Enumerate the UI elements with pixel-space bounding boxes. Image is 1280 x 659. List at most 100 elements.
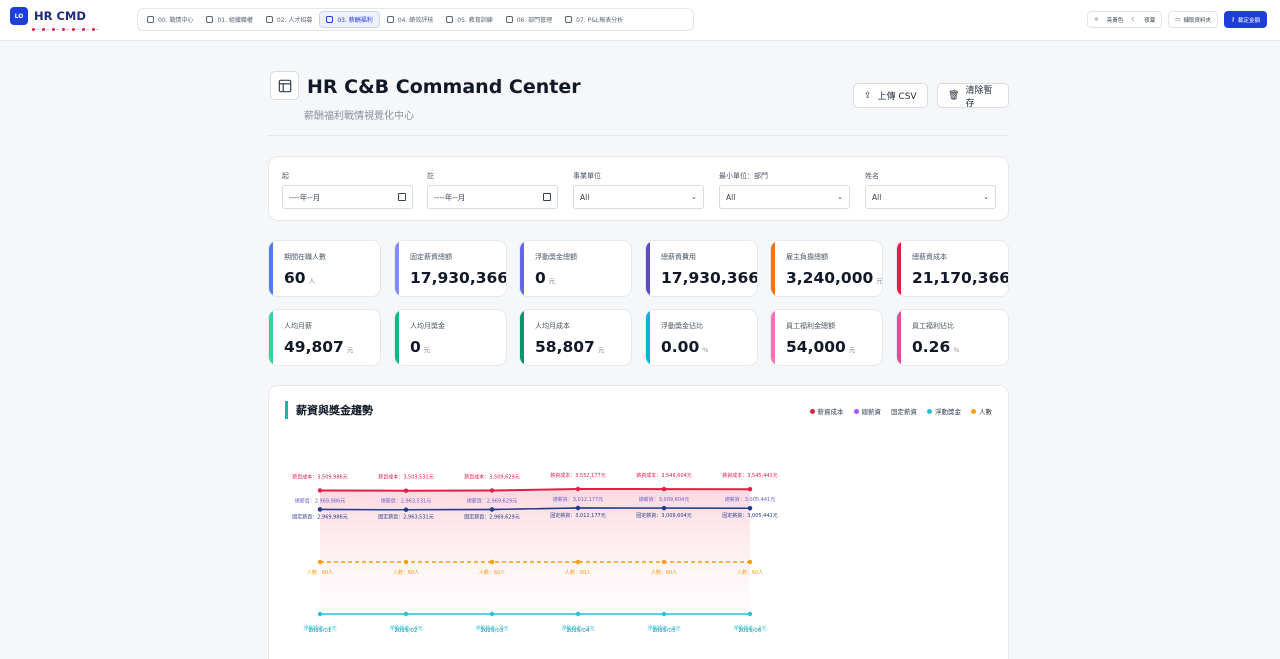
data-point[interactable] [747, 611, 753, 617]
x-tick-label: 2025/06 [739, 628, 762, 634]
data-point[interactable] [575, 505, 581, 511]
upload-csv-label: 上傳 CSV [877, 92, 917, 102]
legend-item[interactable]: 薪資成本 [809, 406, 844, 416]
trend-chart: 薪資成本：3,509,986元 薪資成本：3,503,531元 薪資成本：3,509… [292, 472, 777, 634]
legend-item[interactable]: 固定薪資 [891, 406, 917, 416]
sun-icon: ☼ [1093, 16, 1099, 23]
data-point[interactable] [575, 611, 581, 617]
tab-label: 06. 部門管理 [516, 17, 553, 24]
data-point[interactable] [489, 611, 495, 617]
select-dropdown[interactable]: All ⌄ [865, 185, 996, 209]
trend-chart-card: 薪資成本：3,509,986元 薪資成本：3,503,531元 薪資成本：3,509… [268, 385, 1009, 659]
data-label: 浮動獎金：0元 [303, 625, 336, 632]
main-content: HR C&B Command Center 薪酬福利戰情視覺化中心 ⇪ 上傳 CS… [268, 60, 1009, 659]
select-dropdown[interactable]: All ⌄ [573, 185, 704, 209]
tab-00[interactable]: 00. 戰情中心 [141, 11, 199, 28]
month-input[interactable]: ----年--月 [282, 185, 413, 209]
month-input[interactable]: ----年--月 [427, 185, 558, 209]
data-point[interactable] [317, 488, 323, 493]
chevron-down-icon: ⌄ [691, 193, 697, 201]
module-tabs: 00. 戰情中心 01. 組織職權 02. 人才招募 03. 薪酬福利 04. 績效評核… [137, 8, 694, 31]
tab-label: 03. 薪酬福利 [337, 17, 373, 24]
data-point[interactable] [317, 507, 323, 512]
kpi-label: 總薪資費用 [661, 253, 696, 261]
data-label: 浮動獎金：0元 [561, 625, 594, 632]
data-point[interactable] [489, 559, 495, 565]
select-dropdown[interactable]: All ⌄ [719, 185, 850, 209]
kpi-unit: 元 [423, 346, 431, 354]
tab-07[interactable]: 07. P&L報表分析 [559, 11, 629, 28]
upload-csv-button[interactable]: ⇪ 上傳 CSV [853, 83, 928, 108]
clear-cache-button[interactable]: 🗑 清除暫存 [937, 83, 1009, 109]
tab-01[interactable]: 01. 組織職權 [200, 11, 258, 28]
kpi-label: 員工福利金總額 [786, 322, 835, 330]
set-amount-button[interactable]: ⚷ 載定金額 [1223, 11, 1267, 28]
tab-04[interactable]: 04. 績效評核 [381, 11, 439, 28]
kpi-accent-bar [395, 310, 399, 365]
clear-cache-label: 清除暫存 [965, 85, 993, 109]
data-point[interactable] [403, 559, 409, 565]
kpi-unit: 元 [548, 277, 556, 285]
kpi-value: 17,930,366.62 [661, 269, 758, 287]
kpi-value-wrap: 49,807 元 [284, 338, 353, 356]
kpi-value-wrap: 17,930,366.62元 [410, 269, 506, 287]
data-point[interactable] [575, 559, 581, 565]
pie-icon [505, 16, 513, 23]
tab-06[interactable]: 06. 部門管理 [500, 11, 558, 28]
legend-item[interactable]: 浮動獎金 [927, 406, 961, 416]
fetch-folder-button[interactable]: ▭ 擷取資料夾 [1168, 11, 1218, 28]
filter-panel: 起 ----年--月 訖 ----年--月 事業單位 All ⌄ 最小單位：部門 All ⌄ 姓名 A… [268, 156, 1009, 221]
data-point[interactable] [403, 488, 409, 493]
data-point[interactable] [489, 507, 495, 512]
kpi-accent-bar [771, 241, 775, 296]
filter-0: 起 ----年--月 [282, 171, 413, 209]
kpi-card: 人均月獎金 0 元 [394, 309, 507, 366]
data-label: 人數：60人 [393, 569, 419, 576]
legend-label: 總薪資 [861, 408, 882, 416]
kpi-value-wrap: 21,170,366.62元 [912, 269, 1008, 287]
data-label: 固定薪資：2,969,986元 [292, 513, 347, 520]
data-point[interactable] [747, 559, 753, 565]
data-point[interactable] [317, 611, 323, 617]
data-label: 人數：60人 [479, 569, 505, 576]
data-point[interactable] [317, 559, 323, 565]
tab-03[interactable]: 03. 薪酬福利 [319, 11, 380, 28]
data-point[interactable] [661, 486, 667, 492]
tab-02[interactable]: 02. 人才招募 [260, 11, 318, 28]
data-point[interactable] [661, 505, 667, 511]
legend-item[interactable]: 人數 [971, 406, 992, 416]
page-subtitle: 薪酬福利戰情視覺化中心 [304, 111, 414, 122]
tab-label: 05. 教育訓練 [457, 17, 493, 24]
dashboard-icon [147, 16, 154, 23]
series-line [319, 507, 751, 511]
kpi-card: 員工福利佔比 0.26% [896, 309, 1009, 366]
data-point[interactable] [747, 487, 753, 492]
data-point[interactable] [403, 611, 409, 617]
data-point[interactable] [661, 559, 667, 565]
kpi-card: 雇主負擔總額 3,240,000 元 [770, 240, 883, 297]
data-point[interactable] [747, 506, 753, 511]
folder-icon: ▭ [1175, 16, 1181, 23]
data-point[interactable] [489, 488, 495, 493]
legend-dot [853, 408, 859, 414]
kpi-label: 人均月獎金 [410, 322, 445, 330]
data-point[interactable] [661, 611, 667, 617]
theme-switch[interactable]: ☼ 亮黃色 ☾ 夜幕 [1086, 11, 1163, 28]
data-point[interactable] [575, 486, 581, 492]
kpi-unit: % [953, 346, 960, 354]
data-label: 人數：60人 [737, 569, 763, 576]
app-logo[interactable]: LO HR CMD [10, 7, 86, 25]
filter-2: 事業單位 All ⌄ [573, 171, 704, 209]
tab-05[interactable]: 05. 教育訓練 [440, 11, 498, 28]
kpi-label: 浮動獎金總額 [535, 253, 577, 261]
data-point[interactable] [403, 507, 409, 512]
target-icon [386, 16, 394, 23]
calendar-icon [543, 193, 551, 201]
calendar-icon [398, 193, 406, 201]
legend-item[interactable]: 總薪資 [853, 406, 882, 416]
kpi-card: 員工福利金總額 54,000 元 [770, 309, 883, 366]
kpi-value-wrap: 60 人 [284, 269, 315, 287]
kpi-value-wrap: 0.00% [661, 338, 708, 356]
data-label: 固定薪資：2,969,629元 [464, 513, 519, 520]
